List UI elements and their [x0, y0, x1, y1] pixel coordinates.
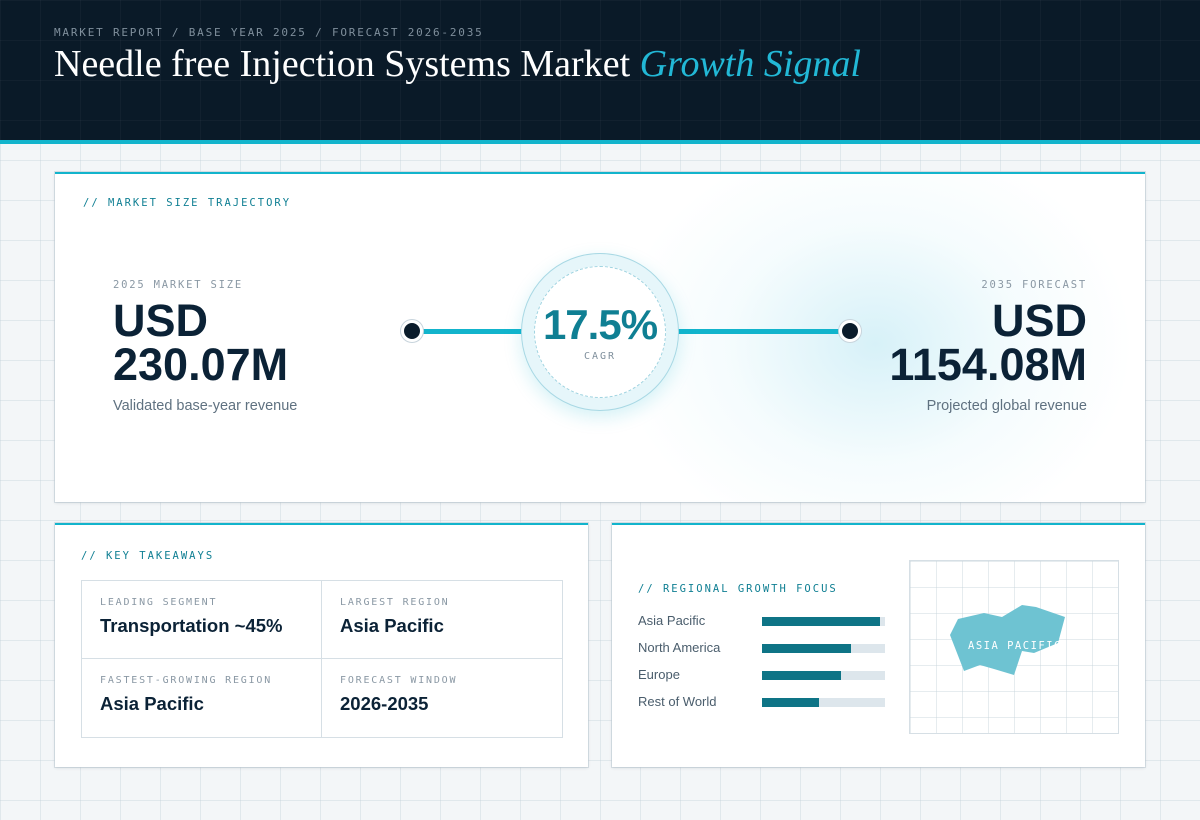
base-year-dot: [401, 320, 423, 342]
base-year-label: 2025 MARKET SIZE: [113, 279, 243, 291]
cagr-badge: 17.5% CAGR: [521, 253, 679, 411]
base-year-caption: Validated base-year revenue: [113, 398, 298, 414]
takeaway-cell: FORECAST WINDOW 2026-2035: [322, 659, 562, 737]
region-map: ASIA PACIFIC: [909, 560, 1119, 734]
takeaway-value: Transportation ~45%: [100, 615, 283, 636]
takeaway-label: LARGEST REGION: [340, 597, 450, 608]
region-name: Rest of World: [638, 694, 717, 709]
trajectory-line-right: [677, 329, 842, 334]
page-header: MARKET REPORT / BASE YEAR 2025 / FORECAS…: [0, 0, 1200, 144]
region-row: Europe: [638, 667, 888, 683]
key-takeaways-card: // KEY TAKEAWAYS LEADING SEGMENT Transpo…: [55, 523, 588, 767]
takeaways-label: // KEY TAKEAWAYS: [81, 550, 215, 562]
region-bar-fill: [762, 617, 881, 626]
region-bar-fill: [762, 644, 851, 653]
takeaway-label: FORECAST WINDOW: [340, 675, 458, 686]
cagr-badge-inner: 17.5% CAGR: [534, 266, 666, 398]
takeaway-label: FASTEST-GROWING REGION: [100, 675, 273, 686]
takeaway-cell: FASTEST-GROWING REGION Asia Pacific: [82, 659, 322, 737]
forecast-value: USD 1154.08M: [889, 295, 1087, 390]
region-name: Asia Pacific: [638, 613, 706, 628]
region-row: North America: [638, 640, 888, 656]
asia-pacific-map-shape: [950, 605, 1065, 675]
market-size-trajectory-card: // MARKET SIZE TRAJECTORY 2025 MARKET SI…: [55, 172, 1145, 502]
takeaway-cell: LARGEST REGION Asia Pacific: [322, 581, 562, 659]
base-year-amount: 230.07M: [113, 339, 289, 390]
forecast-amount: 1154.08M: [889, 339, 1087, 390]
base-year-currency: USD: [113, 295, 209, 346]
page-title: Needle free Injection Systems Market Gro…: [54, 42, 861, 86]
forecast-label: 2035 FORECAST: [981, 279, 1087, 291]
page-title-accent: Growth Signal: [639, 43, 861, 85]
region-row: Asia Pacific: [638, 613, 888, 629]
breadcrumb: MARKET REPORT / BASE YEAR 2025 / FORECAS…: [54, 26, 484, 39]
map-label: ASIA PACIFIC: [968, 640, 1062, 652]
region-name: Europe: [638, 667, 680, 682]
region-bar-track: [762, 644, 885, 653]
region-bar-track: [762, 617, 885, 626]
takeaway-value: Asia Pacific: [100, 693, 204, 714]
region-bar-fill: [762, 671, 841, 680]
takeaway-value: Asia Pacific: [340, 615, 444, 636]
base-year-value: USD 230.07M: [113, 295, 289, 390]
takeaway-cell: LEADING SEGMENT Transportation ~45%: [82, 581, 322, 659]
forecast-caption: Projected global revenue: [926, 398, 1087, 414]
trajectory-line-left: [422, 329, 522, 334]
takeaway-label: LEADING SEGMENT: [100, 597, 218, 608]
decorative-glow: [615, 174, 1135, 502]
cagr-label: CAGR: [583, 351, 617, 362]
regional-label: // REGIONAL GROWTH FOCUS: [638, 583, 838, 595]
region-bar-fill: [762, 698, 819, 707]
region-row: Rest of World: [638, 694, 888, 710]
region-name: North America: [638, 640, 721, 655]
region-bar-track: [762, 698, 885, 707]
page-title-main: Needle free Injection Systems Market: [54, 43, 631, 85]
region-bar-track: [762, 671, 885, 680]
regional-growth-card: // REGIONAL GROWTH FOCUS Asia Pacific No…: [612, 523, 1145, 767]
forecast-dot: [839, 320, 861, 342]
forecast-currency: USD: [991, 295, 1087, 346]
takeaways-grid: LEADING SEGMENT Transportation ~45% LARG…: [81, 580, 563, 738]
asia-pacific-region-shape: [950, 605, 1065, 675]
trajectory-label: // MARKET SIZE TRAJECTORY: [83, 197, 292, 209]
takeaway-value: 2026-2035: [340, 693, 429, 714]
cagr-value: 17.5%: [542, 301, 658, 348]
